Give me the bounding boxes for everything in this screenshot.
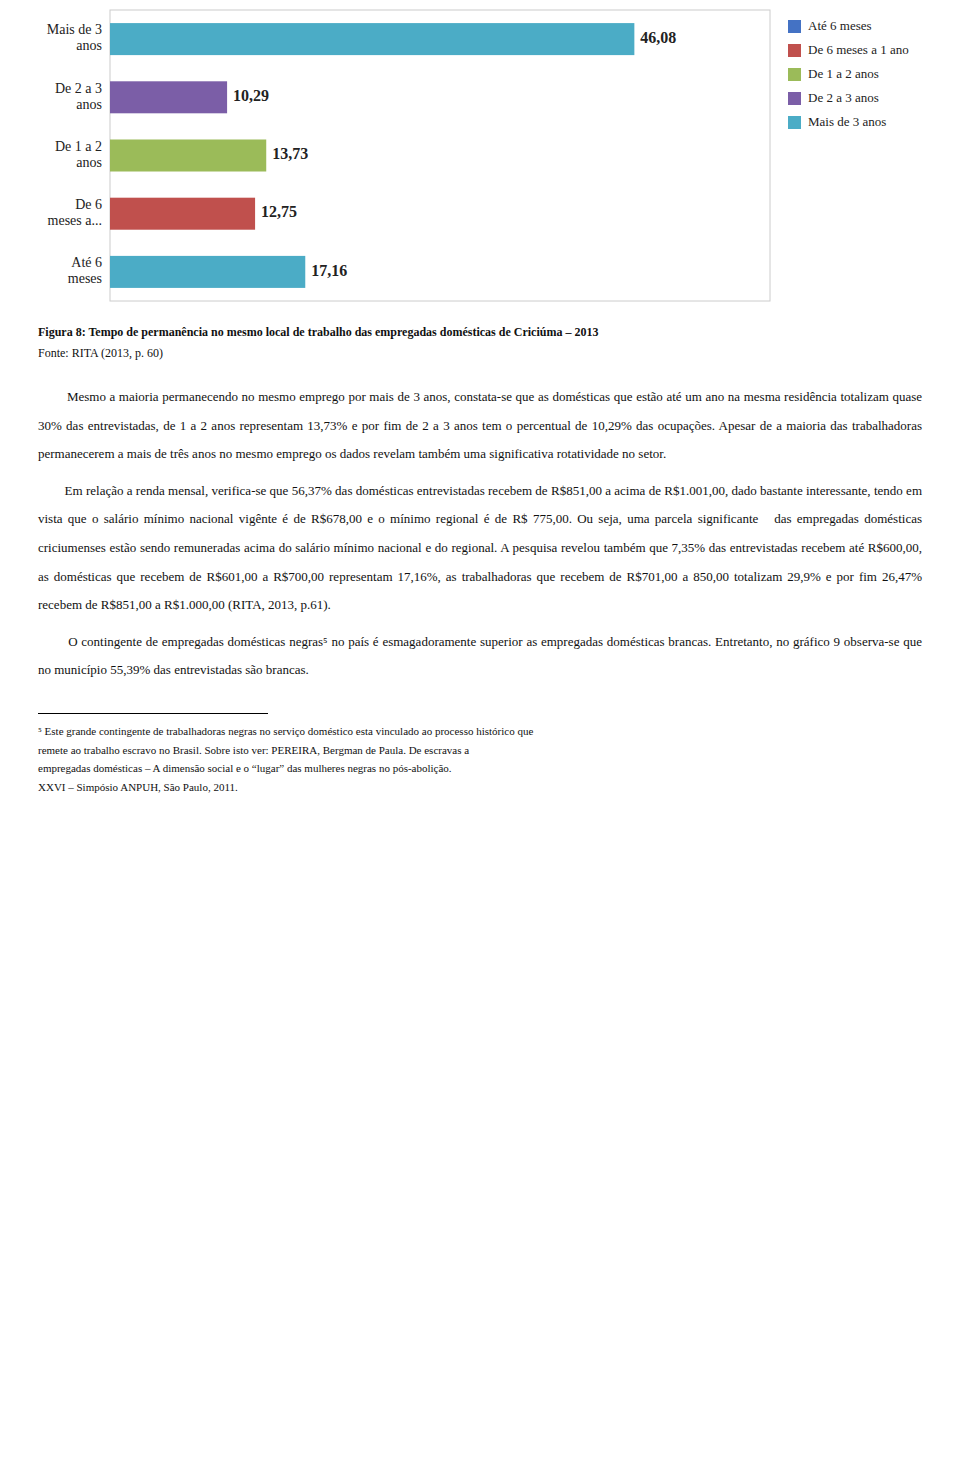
data-label: 46,08 [640, 29, 676, 46]
footnote: XXVI – Simpósio ANPUH, São Paulo, 2011. [38, 778, 922, 797]
legend-swatch [788, 68, 801, 81]
category-label-line: De 6 [75, 197, 102, 212]
data-label: 17,16 [311, 262, 347, 279]
legend-label: De 2 a 3 anos [808, 90, 879, 105]
legend: Até 6 meses De 6 meses a 1 ano De 1 a 2 an… [788, 18, 909, 129]
category-label: Até 6meses [68, 255, 102, 286]
plot-frame [110, 10, 770, 301]
data-label: 13,73 [272, 145, 308, 162]
legend-swatch [788, 92, 801, 105]
footnote: ⁵ Este grande contingente de trabalhador… [38, 722, 922, 741]
legend-label: Até 6 meses [808, 18, 872, 33]
text-block: Figura 8: Tempo de permanência no mesmo … [0, 311, 960, 797]
category-label: De 6meses a... [48, 197, 102, 228]
category-label-line: meses [68, 271, 102, 286]
bar [110, 256, 305, 288]
data-label: 12,75 [261, 203, 297, 220]
legend-swatch [788, 116, 801, 129]
category-label: De 2 a 3anos [55, 81, 102, 112]
legend-label: De 1 a 2 anos [808, 66, 879, 81]
category-label-line: Mais de 3 [47, 22, 102, 37]
paragraph: Mesmo a maioria permanecendo no mesmo em… [38, 383, 922, 469]
bar [110, 23, 634, 55]
paragraph: O contingente de empregadas domésticas n… [38, 628, 922, 685]
legend-swatch [788, 44, 801, 57]
legend-swatch [788, 20, 801, 33]
source: Fonte: RITA (2013, p. 60) [38, 346, 922, 361]
category-label-line: anos [76, 38, 102, 53]
bars [110, 23, 634, 288]
footnote: empregadas domésticas – A dimensão socia… [38, 759, 922, 778]
category-label-line: anos [76, 155, 102, 170]
legend-label: Mais de 3 anos [808, 114, 886, 129]
bar [110, 81, 227, 113]
paragraph: Em relação a renda mensal, verifica-se q… [38, 477, 922, 620]
footnote: remete ao trabalho escravo no Brasil. So… [38, 741, 922, 760]
bar [110, 198, 255, 230]
category-label: De 1 a 2anos [55, 139, 102, 170]
category-label-line: De 1 a 2 [55, 139, 102, 154]
category-label-line: Até 6 [71, 255, 102, 270]
footnote-separator [38, 713, 268, 714]
caption: Figura 8: Tempo de permanência no mesmo … [38, 325, 922, 340]
category-label-line: anos [76, 97, 102, 112]
bar [110, 139, 266, 171]
category-label: Mais de 3anos [47, 22, 102, 53]
legend-label: De 6 meses a 1 ano [808, 42, 909, 57]
category-label-line: meses a... [48, 213, 102, 228]
category-label-line: De 2 a 3 [55, 81, 102, 96]
data-label: 10,29 [233, 87, 269, 104]
